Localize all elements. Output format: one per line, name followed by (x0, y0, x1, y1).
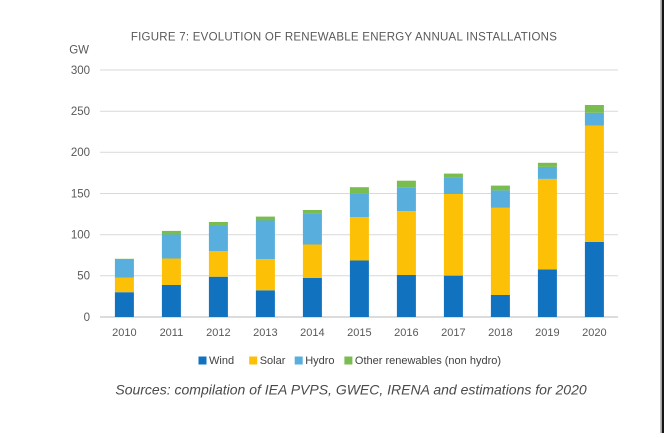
svg-text:Wind: Wind (209, 355, 234, 367)
svg-text:2018: 2018 (488, 327, 512, 339)
svg-text:2017: 2017 (441, 327, 465, 339)
svg-text:2013: 2013 (253, 327, 277, 339)
svg-text:GW: GW (69, 45, 89, 57)
svg-text:Hydro: Hydro (305, 355, 334, 367)
svg-text:2015: 2015 (347, 327, 371, 339)
svg-text:FIGURE 7: EVOLUTION OF RENEWAB: FIGURE 7: EVOLUTION OF RENEWABLE ENERGY … (131, 32, 557, 44)
svg-text:2012: 2012 (206, 327, 230, 339)
svg-text:0: 0 (84, 312, 90, 324)
svg-text:2016: 2016 (394, 327, 418, 339)
svg-text:50: 50 (77, 271, 90, 283)
svg-text:300: 300 (71, 65, 90, 77)
svg-text:Solar: Solar (260, 355, 286, 367)
svg-text:100: 100 (71, 230, 90, 242)
svg-text:2011: 2011 (160, 327, 184, 339)
svg-text:2019: 2019 (535, 327, 559, 339)
svg-text:250: 250 (71, 106, 90, 118)
svg-text:200: 200 (71, 147, 90, 159)
svg-text:2010: 2010 (112, 327, 136, 339)
svg-text:Other renewables (non hydro): Other renewables (non hydro) (355, 355, 501, 367)
svg-text:Sources: compilation of IEA PV: Sources: compilation of IEA PVPS, GWEC, … (115, 382, 586, 398)
svg-text:150: 150 (71, 188, 90, 200)
svg-text:2014: 2014 (300, 327, 324, 339)
svg-text:2020: 2020 (582, 327, 606, 339)
